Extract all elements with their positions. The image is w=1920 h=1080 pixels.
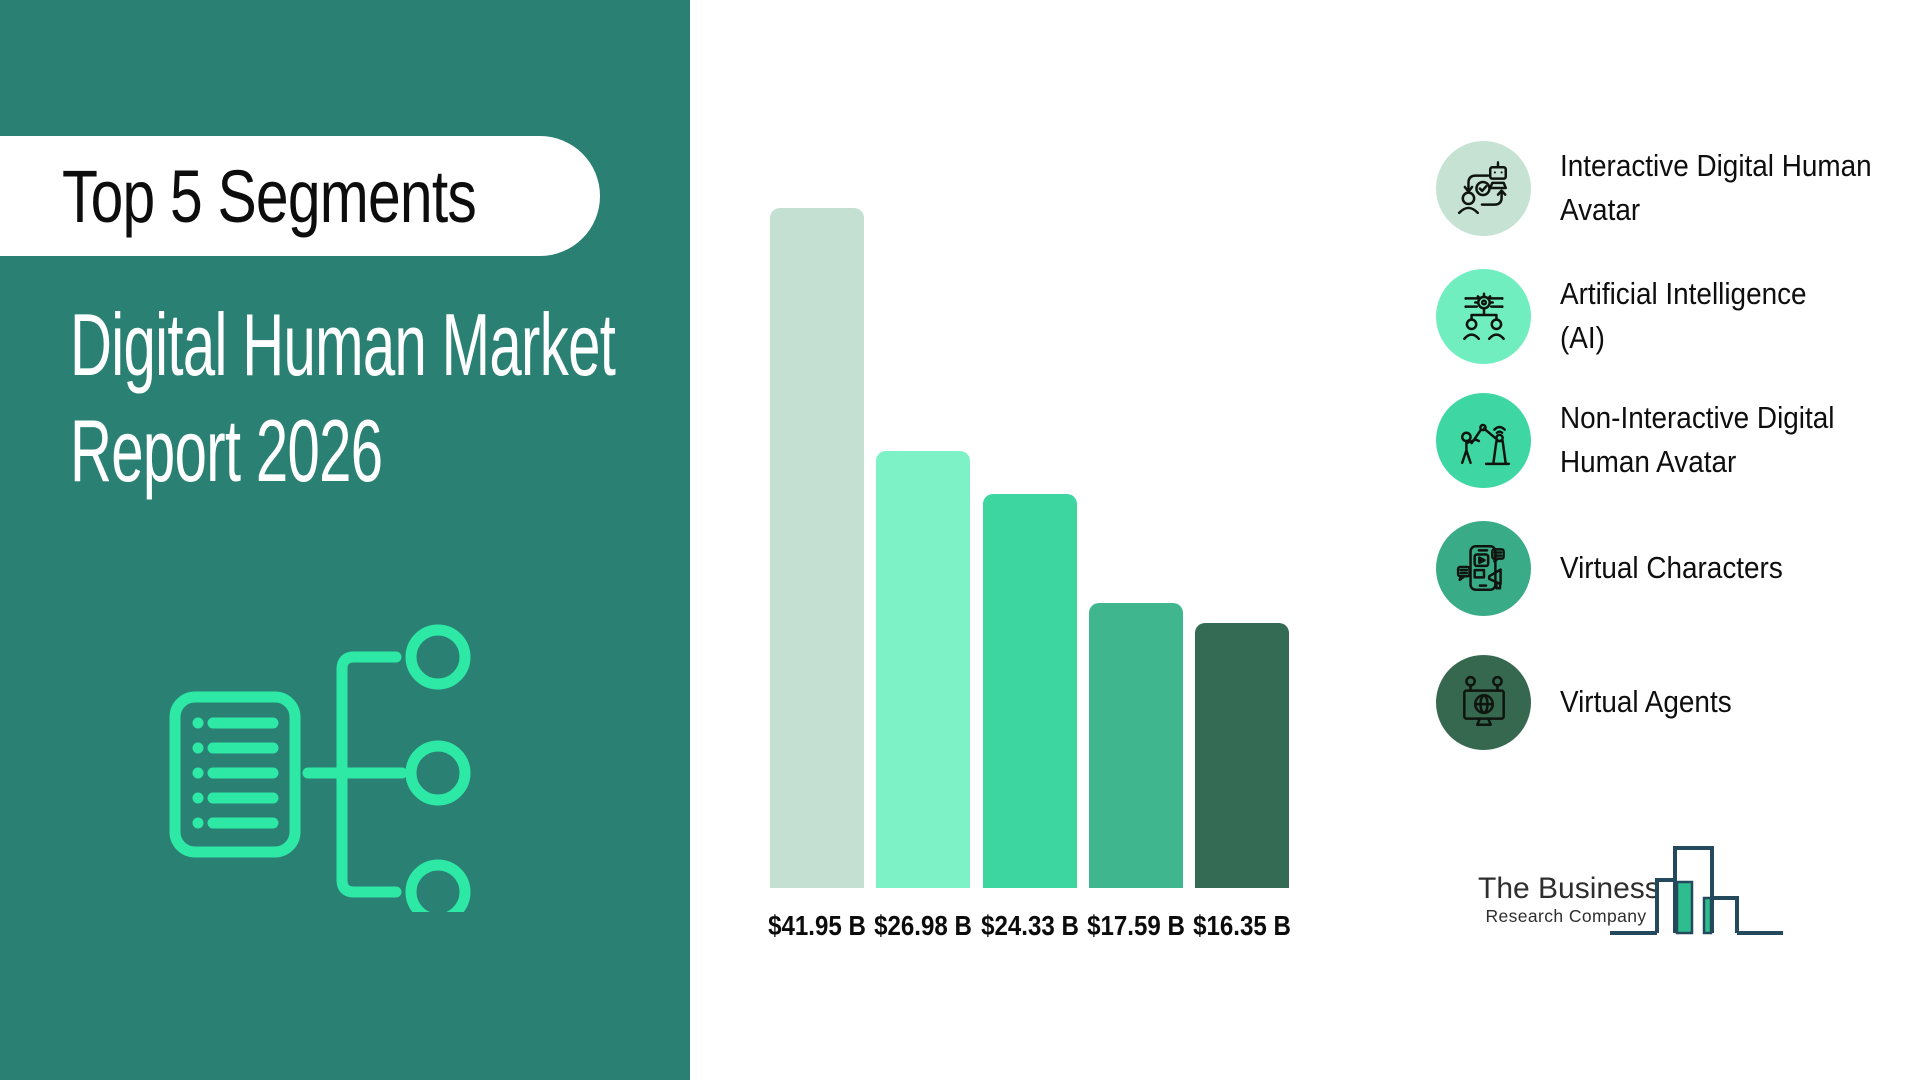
bar-segment [1195, 623, 1289, 888]
logo-mark-icon [1610, 846, 1783, 935]
document-hierarchy-icon [169, 624, 471, 912]
legend-item: Interactive Digital Human Avatar [1436, 140, 1872, 236]
legend-icon-circle [1436, 520, 1531, 616]
legend-icon-circle [1436, 140, 1531, 236]
bar-segment [770, 208, 864, 888]
bar-segment [876, 451, 970, 888]
bar-segment [983, 494, 1077, 888]
legend-item-label: Non-Interactive Digital Human Avatar [1560, 400, 1835, 479]
smartphone-megaphone-icon [1456, 545, 1505, 591]
legend-icon-circle [1436, 392, 1531, 488]
company-logo: The Business Research Company [1478, 872, 1660, 926]
report-title: Digital Human Market Report 2026 [70, 292, 896, 504]
logo-name: The Business [1478, 872, 1660, 905]
bar-value-label: $26.98 B [874, 910, 972, 941]
bar-value-label: $41.95 B [768, 910, 866, 941]
human-robot-cycle-icon [1457, 161, 1507, 215]
legend-item-label: Virtual Agents [1560, 684, 1732, 719]
report-title-line2: Report 2026 [70, 401, 383, 500]
legend-item: Virtual Agents [1436, 654, 1732, 750]
robotic-arm-icon [1460, 423, 1510, 466]
monitor-globe-icon [1462, 675, 1505, 727]
bar-value-label: $16.35 B [1193, 910, 1291, 941]
legend-icon-circle [1436, 654, 1531, 750]
legend-item-label: Virtual Characters [1560, 550, 1783, 585]
legend-item-label: Interactive Digital Human Avatar [1560, 148, 1872, 227]
legend-item: Non-Interactive Digital Human Avatar [1436, 392, 1834, 488]
top-segments-badge: Top 5 Segments [0, 136, 600, 256]
bar-value-label: $17.59 B [1087, 910, 1185, 941]
logo-subname: Research Company [1485, 906, 1647, 926]
legend-icon-circle [1436, 268, 1531, 364]
bar-value-label: $24.33 B [981, 910, 1079, 941]
ai-network-icon [1462, 292, 1505, 341]
legend-item: Artificial Intelligence (AI) [1436, 268, 1807, 364]
report-title-line1: Digital Human Market [70, 295, 616, 394]
left-panel: Top 5 Segments Digital Human Market Repo… [0, 0, 690, 1080]
badge-label: Top 5 Segments [62, 154, 477, 238]
legend-item-label: Artificial Intelligence (AI) [1560, 276, 1807, 355]
bar-segment [1089, 603, 1183, 888]
legend-item: Virtual Characters [1436, 520, 1783, 616]
